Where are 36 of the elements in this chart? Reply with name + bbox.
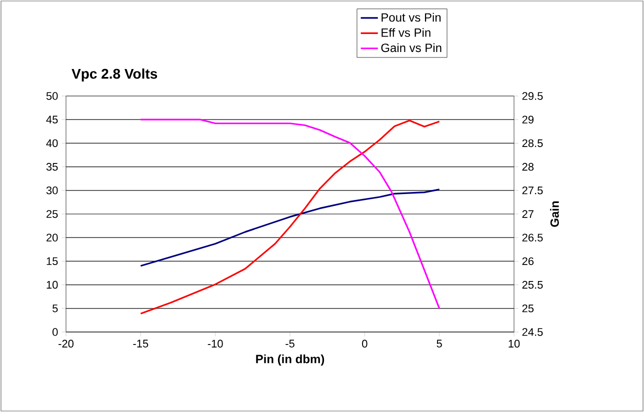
x-tick-label: 0 <box>362 340 368 348</box>
x-tick-label: -20 <box>58 340 74 348</box>
y2-axis-title: Gain <box>550 201 559 227</box>
y-tick-label: 20 <box>46 234 58 242</box>
y2-tick-label: 26.5 <box>522 234 543 242</box>
legend-label: Eff vs Pin <box>382 28 430 37</box>
x-tick-label: 5 <box>436 340 442 348</box>
y-tick-label: 30 <box>46 186 58 194</box>
x-tick-label: -15 <box>133 340 148 348</box>
y2-tick-label: 28 <box>522 162 534 171</box>
line-series <box>140 188 440 267</box>
y2-tick-label: 25 <box>522 304 534 312</box>
y-tick-label: 40 <box>46 139 58 148</box>
legend-label: Gain vs Pin <box>381 43 442 52</box>
y2-tick-label: 28.5 <box>522 139 543 148</box>
y2-tick-label: 29 <box>522 116 534 124</box>
x-tick-label: -10 <box>208 340 223 348</box>
y2-tick-label: 29.5 <box>522 92 543 100</box>
y-tick-label: 10 <box>46 280 58 289</box>
legend-label: Pout vs Pin <box>382 12 441 22</box>
y-tick-label: 50 <box>46 92 58 100</box>
y2-tick-label: 27 <box>522 210 534 218</box>
y-tick-label: 15 <box>46 257 58 266</box>
x-tick-label: 10 <box>508 340 520 348</box>
y-tick-label: 5 <box>52 304 58 312</box>
y-tick-label: 25 <box>46 210 58 218</box>
chart-title: Vpc 2.8 Volts <box>72 68 158 82</box>
y-tick-label: 0 <box>52 328 58 336</box>
y2-tick-label: 24.5 <box>522 328 543 336</box>
x-tick-label: -5 <box>286 340 294 348</box>
y-tick-label: 35 <box>46 162 58 171</box>
y2-tick-label: 26 <box>522 257 534 266</box>
x-axis-title: Pin (in dbm) <box>256 354 324 366</box>
y-tick-label: 45 <box>46 116 58 124</box>
y2-tick-label: 27.5 <box>522 186 543 194</box>
y2-tick-label: 25.5 <box>522 280 543 289</box>
